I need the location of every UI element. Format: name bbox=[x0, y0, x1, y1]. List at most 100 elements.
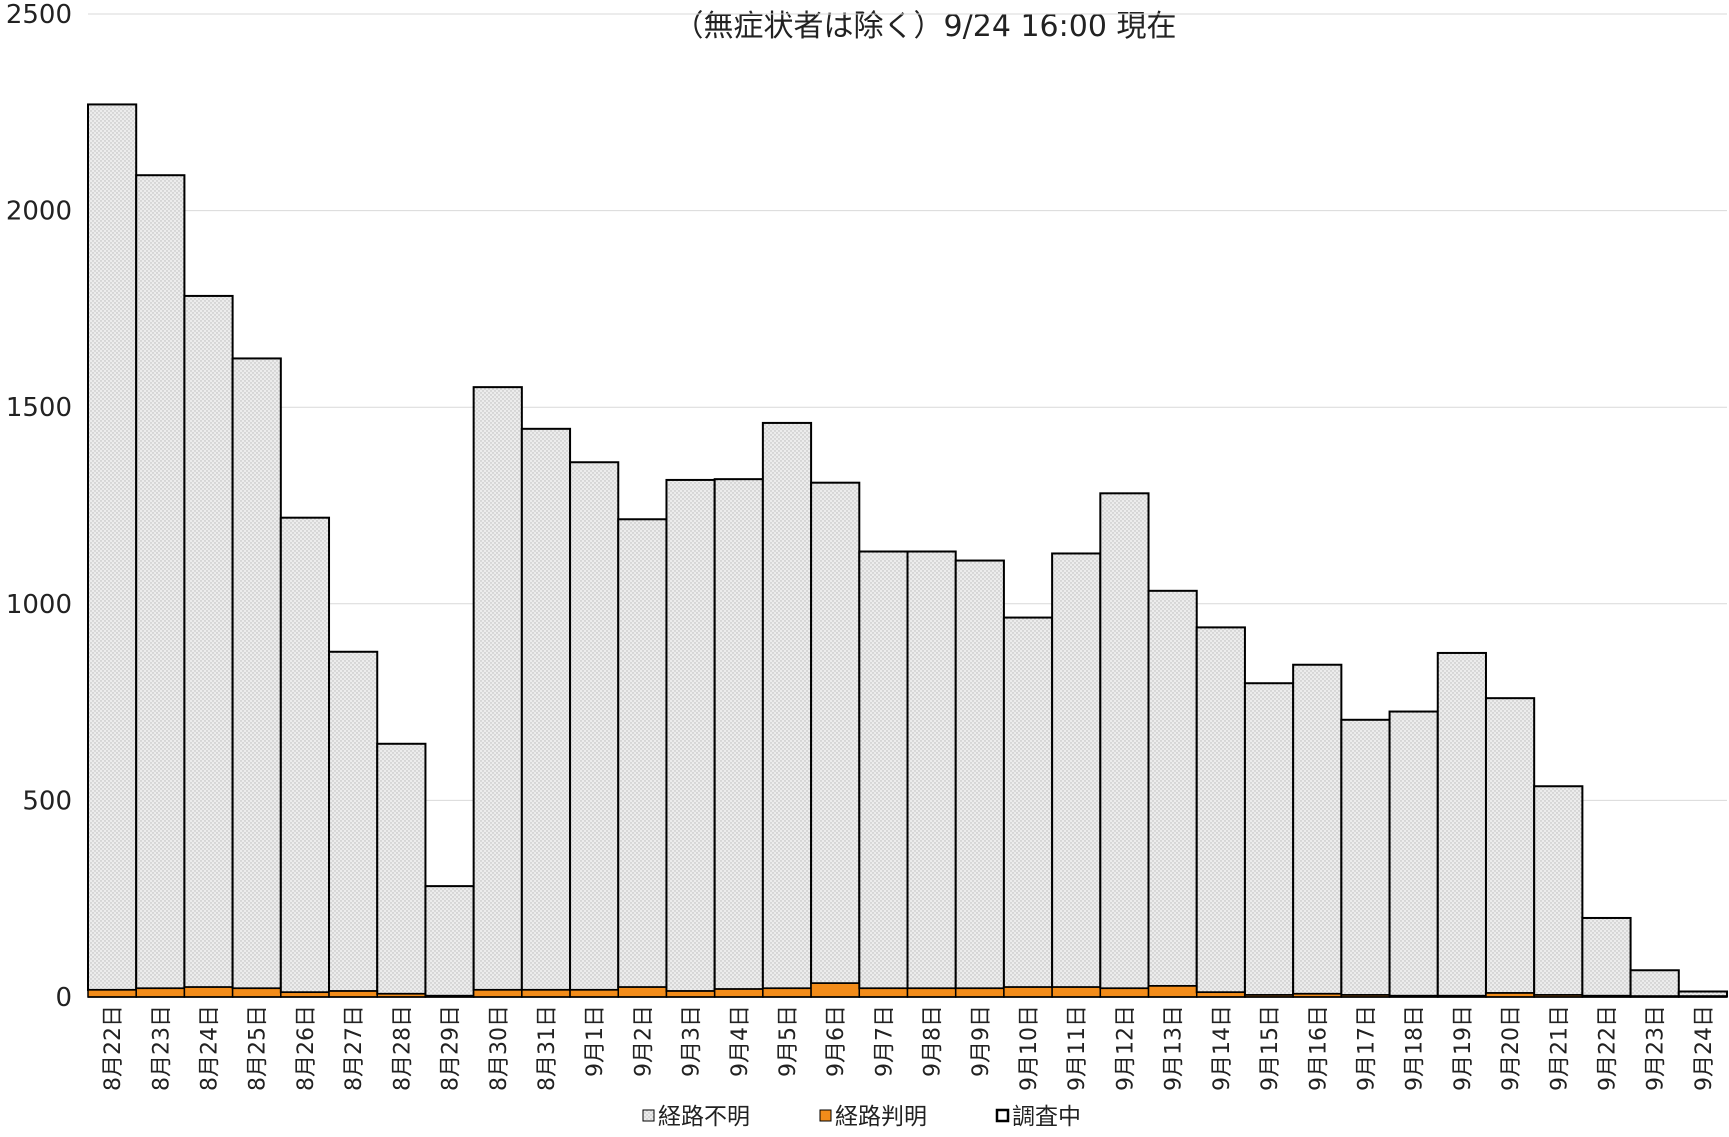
x-tick-label: 9月1日 bbox=[583, 1005, 608, 1077]
bar-segment-known bbox=[231, 987, 282, 998]
x-tick-label: 9月9日 bbox=[969, 1005, 994, 1077]
bar-segment-unknown bbox=[617, 518, 668, 989]
bar-segment-unknown bbox=[328, 650, 379, 993]
bar-segment-unknown bbox=[1533, 785, 1584, 997]
legend-label: 経路不明 bbox=[658, 1104, 750, 1130]
y-axis-ticks: 0 500 1000 1500 2000 2500 bbox=[6, 0, 72, 1013]
bar-segment-unknown bbox=[810, 481, 861, 985]
bar-segment-unknown bbox=[1388, 710, 1439, 997]
bar-segment-unknown bbox=[761, 421, 813, 990]
bar-segment-unknown bbox=[1292, 663, 1343, 995]
bar-segment-unknown bbox=[183, 294, 234, 989]
bar-segment-unknown bbox=[569, 461, 620, 991]
bar-segment-unknown bbox=[376, 742, 427, 995]
x-tick-label: 9月21日 bbox=[1547, 1005, 1572, 1091]
bar-segment-known bbox=[87, 989, 137, 998]
bar-segment-unknown bbox=[472, 386, 523, 991]
x-axis-ticks: 8月22日 8月23日 8月24日 8月25日 8月26日 8月27日 8月28日 8月29日… bbox=[101, 1005, 1717, 1091]
x-tick-label: 9月2日 bbox=[631, 1005, 656, 1077]
x-tick-label: 9月5日 bbox=[776, 1005, 801, 1077]
bar-segment-unknown bbox=[858, 550, 909, 990]
bar-segment-known bbox=[183, 986, 234, 998]
bars bbox=[87, 103, 1728, 998]
bar-segment-known bbox=[1051, 986, 1102, 998]
x-tick-label: 9月7日 bbox=[872, 1005, 897, 1077]
bar-segment-known bbox=[569, 989, 620, 998]
bar-segment-known bbox=[617, 986, 668, 998]
bar-segment-unknown bbox=[1002, 616, 1054, 989]
bar-segment-known bbox=[1003, 986, 1053, 998]
bar-segment-known bbox=[954, 987, 1005, 998]
bar-segment-unknown bbox=[1629, 969, 1680, 998]
bar-segment-unknown bbox=[1436, 651, 1487, 997]
x-tick-label: 9月6日 bbox=[824, 1005, 849, 1077]
x-tick-label: 9月10日 bbox=[1017, 1005, 1042, 1091]
bar-segment-known bbox=[665, 990, 716, 998]
y-tick-label: 500 bbox=[22, 786, 72, 816]
bar-segment-unknown bbox=[1051, 552, 1102, 989]
bar-segment-known bbox=[472, 989, 523, 998]
bar-segment-unknown bbox=[1243, 682, 1295, 997]
legend-label: 調査中 bbox=[1012, 1104, 1081, 1130]
x-tick-label: 8月26日 bbox=[294, 1005, 319, 1091]
y-tick-label: 1500 bbox=[6, 393, 72, 423]
x-tick-label: 9月24日 bbox=[1692, 1005, 1717, 1091]
legend-label: 経路判明 bbox=[835, 1104, 927, 1130]
bar-segment-known bbox=[135, 987, 186, 998]
x-tick-label: 9月15日 bbox=[1258, 1005, 1283, 1091]
x-tick-label: 9月13日 bbox=[1162, 1005, 1187, 1091]
bar-segment-unknown bbox=[424, 885, 475, 997]
x-tick-label: 9月18日 bbox=[1403, 1005, 1428, 1091]
x-tick-label: 9月3日 bbox=[680, 1005, 705, 1077]
x-tick-label: 9月11日 bbox=[1065, 1005, 1090, 1091]
bar-segment-known bbox=[328, 990, 378, 998]
bar-segment-known bbox=[906, 987, 957, 998]
legend-swatch bbox=[995, 1108, 1010, 1123]
bar-segment-unknown bbox=[665, 478, 716, 993]
bar-segment-known bbox=[1147, 985, 1198, 998]
chart-title-line-2: （無症状者は除く）9/24 16:00 現在 bbox=[674, 9, 1177, 44]
bar-segment-known bbox=[1099, 987, 1150, 998]
bar-segment-unknown bbox=[1195, 626, 1246, 994]
bar-segment-unknown bbox=[231, 357, 282, 990]
x-tick-label: 8月23日 bbox=[149, 1005, 174, 1091]
bar-segment-unknown bbox=[1484, 697, 1536, 995]
x-tick-label: 8月28日 bbox=[390, 1005, 415, 1091]
x-tick-label: 8月29日 bbox=[439, 1005, 464, 1091]
x-tick-label: 9月19日 bbox=[1451, 1005, 1476, 1091]
x-tick-label: 8月25日 bbox=[246, 1005, 271, 1091]
x-tick-label: 9月12日 bbox=[1113, 1005, 1138, 1091]
legend-swatch bbox=[819, 1109, 832, 1122]
legend: 経路不明 経路判明 調査中 bbox=[642, 1104, 1081, 1130]
bar-segment-unknown bbox=[1147, 589, 1198, 987]
x-tick-label: 8月22日 bbox=[101, 1005, 126, 1091]
y-tick-label: 0 bbox=[55, 983, 72, 1013]
legend-swatch bbox=[642, 1109, 655, 1122]
bar-segment-unknown bbox=[1340, 718, 1391, 997]
bar-segment-known bbox=[521, 989, 571, 998]
x-tick-label: 8月30日 bbox=[487, 1005, 512, 1091]
bar-segment-unknown bbox=[135, 174, 186, 990]
x-tick-label: 8月24日 bbox=[198, 1005, 223, 1091]
bar-segment-unknown bbox=[279, 516, 331, 994]
bar-segment-unknown bbox=[954, 559, 1005, 990]
x-tick-label: 9月4日 bbox=[728, 1005, 753, 1077]
bar-segment-known bbox=[858, 987, 909, 998]
x-tick-label: 9月22日 bbox=[1595, 1005, 1620, 1091]
bar-segment-known bbox=[762, 987, 812, 998]
bar-segment-unknown bbox=[713, 478, 764, 991]
x-tick-label: 9月23日 bbox=[1644, 1005, 1669, 1091]
bar-segment-known bbox=[810, 982, 861, 998]
x-tick-label: 9月20日 bbox=[1499, 1005, 1524, 1091]
x-tick-label: 9月17日 bbox=[1354, 1005, 1379, 1091]
x-tick-label: 9月14日 bbox=[1210, 1005, 1235, 1091]
x-tick-label: 9月16日 bbox=[1306, 1005, 1331, 1091]
bar-segment-unknown bbox=[906, 550, 957, 990]
x-tick-label: 8月27日 bbox=[342, 1005, 367, 1091]
x-tick-label: 8月31日 bbox=[535, 1005, 560, 1091]
bar-segment-known bbox=[713, 988, 764, 998]
bar-segment-unknown bbox=[1581, 916, 1632, 997]
bar-segment-unknown bbox=[520, 427, 572, 991]
y-tick-label: 2500 bbox=[6, 0, 72, 30]
